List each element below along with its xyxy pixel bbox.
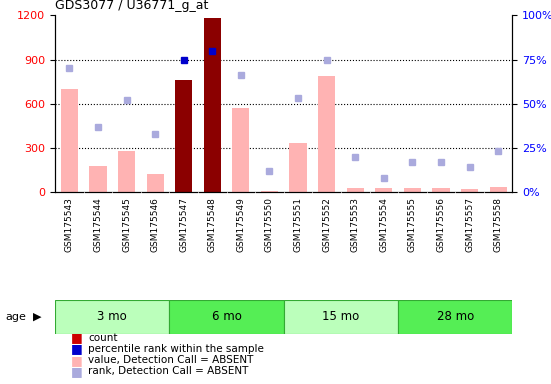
Bar <box>347 188 364 192</box>
Text: GSM175553: GSM175553 <box>351 197 360 252</box>
Text: percentile rank within the sample: percentile rank within the sample <box>88 344 264 354</box>
Bar <box>61 89 78 192</box>
Bar <box>289 144 306 192</box>
Text: 15 mo: 15 mo <box>322 310 360 323</box>
Bar <box>261 190 278 192</box>
Text: ■: ■ <box>71 331 83 344</box>
Text: ■: ■ <box>71 365 83 378</box>
Bar <box>118 151 135 192</box>
Text: GSM175556: GSM175556 <box>436 197 445 252</box>
Text: GSM175557: GSM175557 <box>465 197 474 252</box>
Text: GSM175558: GSM175558 <box>494 197 503 252</box>
Text: rank, Detection Call = ABSENT: rank, Detection Call = ABSENT <box>88 366 249 376</box>
Text: ■: ■ <box>71 343 83 356</box>
Bar <box>89 166 106 192</box>
Bar <box>147 174 164 192</box>
Bar <box>375 188 392 192</box>
Bar <box>284 300 398 334</box>
Text: GDS3077 / U36771_g_at: GDS3077 / U36771_g_at <box>55 0 208 12</box>
Bar <box>433 188 450 192</box>
Text: ▶: ▶ <box>33 312 41 322</box>
Text: GSM175551: GSM175551 <box>294 197 302 252</box>
Bar <box>398 300 512 334</box>
Text: 28 mo: 28 mo <box>436 310 474 323</box>
Text: GSM175552: GSM175552 <box>322 197 331 252</box>
Bar <box>170 300 284 334</box>
Text: GSM175550: GSM175550 <box>265 197 274 252</box>
Text: GSM175547: GSM175547 <box>179 197 188 252</box>
Bar <box>233 108 250 192</box>
Text: count: count <box>88 333 118 343</box>
Bar <box>461 189 478 192</box>
Text: age: age <box>6 312 26 322</box>
Text: 3 mo: 3 mo <box>98 310 127 323</box>
Text: GSM175546: GSM175546 <box>150 197 160 252</box>
Text: 6 mo: 6 mo <box>212 310 241 323</box>
Bar <box>318 76 335 192</box>
Text: GSM175554: GSM175554 <box>379 197 388 252</box>
Bar <box>55 300 170 334</box>
Text: GSM175548: GSM175548 <box>208 197 217 252</box>
Bar <box>204 18 221 192</box>
Bar <box>490 187 507 192</box>
Bar <box>175 80 192 192</box>
Bar <box>404 188 421 192</box>
Text: GSM175555: GSM175555 <box>408 197 417 252</box>
Text: value, Detection Call = ABSENT: value, Detection Call = ABSENT <box>88 355 253 365</box>
Text: GSM175549: GSM175549 <box>236 197 245 252</box>
Text: GSM175544: GSM175544 <box>94 197 102 252</box>
Text: GSM175543: GSM175543 <box>65 197 74 252</box>
Text: GSM175545: GSM175545 <box>122 197 131 252</box>
Text: ■: ■ <box>71 354 83 367</box>
